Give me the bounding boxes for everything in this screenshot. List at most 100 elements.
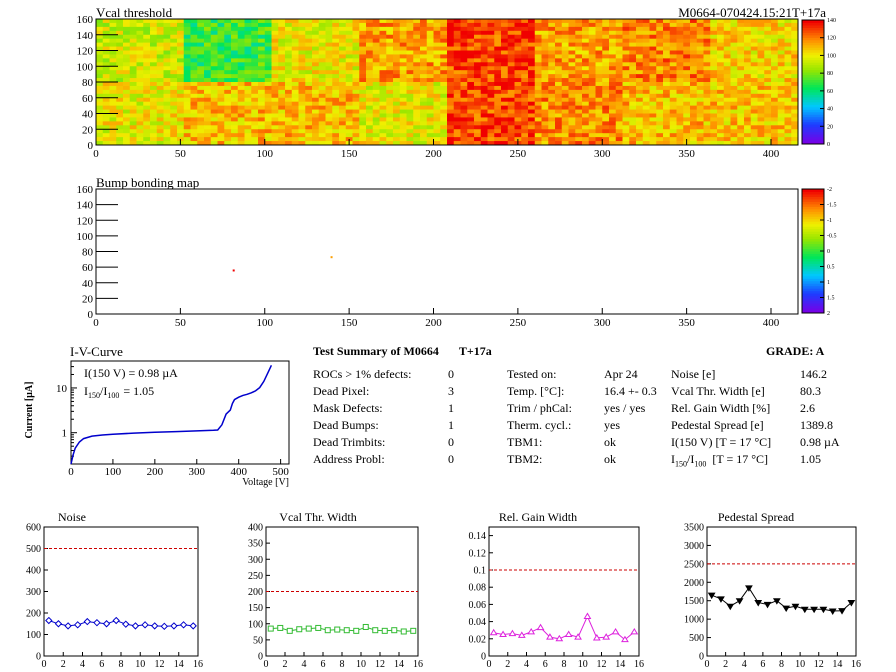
vcal-cell <box>440 34 448 40</box>
vcal-cell <box>683 66 691 71</box>
vcal-cell <box>514 121 522 126</box>
series-line <box>48 619 194 627</box>
vcal-cell <box>345 62 353 67</box>
vcal-cell <box>575 19 583 24</box>
vcal-cell <box>622 137 630 142</box>
vcal-cell <box>150 42 158 47</box>
vcal-cell <box>467 141 475 146</box>
vcal-cell <box>237 66 245 71</box>
vcal-cell <box>217 50 225 55</box>
x-tick-label: 6 <box>99 659 104 670</box>
vcal-cell <box>750 78 758 83</box>
vcal-cell <box>244 85 252 91</box>
vcal-cell <box>352 62 360 67</box>
vcal-cell <box>325 109 333 114</box>
vcal-cell <box>183 101 191 107</box>
data-point <box>791 603 800 611</box>
vcal-cell <box>123 133 131 138</box>
vcal-cell <box>433 22 441 28</box>
vcal-cell <box>764 129 772 134</box>
vcal-cell <box>123 42 131 47</box>
vcal-cell <box>629 113 637 118</box>
vcal-cell <box>663 42 671 47</box>
vcal-cell <box>561 34 569 40</box>
y-tick-label: 40 <box>82 109 94 121</box>
vcal-cell <box>433 129 441 134</box>
vcal-cell <box>791 22 799 28</box>
vcal-cell <box>750 141 758 146</box>
vcal-cell <box>231 54 239 59</box>
vcal-cell <box>413 30 421 36</box>
vcal-cell <box>359 46 367 51</box>
vcal-cell <box>696 46 704 51</box>
x-tick-label: 400 <box>763 317 780 329</box>
vcal-cell <box>433 105 441 110</box>
summary-value: 3 <box>448 384 454 398</box>
vcal-cell <box>129 137 137 142</box>
vcal-cell <box>399 19 407 24</box>
vcal-cell <box>676 34 684 40</box>
vcal-cell <box>197 129 205 134</box>
vcal-cell <box>291 121 299 126</box>
vcal-cell <box>636 101 644 107</box>
data-point <box>189 622 197 630</box>
vcal-cell <box>784 105 792 110</box>
vcal-cell <box>96 26 104 32</box>
vcal-cell <box>264 105 272 110</box>
y-tick-label: 3500 <box>684 523 704 534</box>
vcal-cell <box>318 38 326 44</box>
vcal-cell <box>224 34 232 40</box>
vcal-cell <box>359 109 367 114</box>
vcal-cell <box>359 74 367 79</box>
vcal-cell <box>703 82 711 87</box>
vcal-cell <box>332 121 340 126</box>
vcal-cell <box>669 113 677 118</box>
vcal-cell <box>575 38 583 44</box>
vcal-cell <box>737 113 745 118</box>
vcal-cell <box>399 46 407 51</box>
vcal-cell <box>271 113 279 118</box>
vcal-cell <box>588 70 596 75</box>
vcal-cell <box>710 50 718 55</box>
vcal-cell <box>318 42 326 47</box>
vcal-cell <box>332 62 340 67</box>
vcal-cell <box>143 129 151 134</box>
vcal-cell <box>116 66 124 71</box>
vcal-cell <box>177 97 185 103</box>
vcal-cell <box>312 85 320 91</box>
vcal-cell <box>285 19 293 24</box>
vcal-cell <box>420 30 428 36</box>
vcal-cell <box>291 42 299 47</box>
data-point <box>564 630 573 637</box>
vcal-cell <box>366 42 374 47</box>
vcal-cell <box>791 42 799 47</box>
vcal-cell <box>291 109 299 114</box>
vcal-cell <box>568 82 576 87</box>
vcal-cell <box>298 85 306 91</box>
vcal-cell <box>183 19 191 24</box>
vcal-cell <box>642 50 650 55</box>
summary-label: Dead Trimbits: <box>313 435 386 449</box>
vcal-cell <box>318 82 326 87</box>
vcal-cell <box>197 70 205 75</box>
vcal-cell <box>771 42 779 47</box>
data-point <box>782 605 791 613</box>
vcal-cell <box>413 22 421 28</box>
vcal-cell <box>102 38 110 44</box>
vcal-cell <box>406 137 414 142</box>
vcal-cell <box>663 30 671 36</box>
vcal-cell <box>386 30 394 36</box>
vcal-cell <box>177 46 185 51</box>
vcal-cell <box>318 89 326 95</box>
vcal-cell <box>595 117 603 122</box>
vcal-cell <box>615 74 623 79</box>
vcal-cell <box>129 97 137 103</box>
vcal-cell <box>278 97 286 103</box>
vcal-cell <box>163 42 171 47</box>
vcal-cell <box>190 89 198 95</box>
y-tick-label: 0.14 <box>469 531 487 542</box>
summary-value: 1389.8 <box>800 418 833 432</box>
vcal-cell <box>717 22 725 28</box>
vcal-cell <box>676 38 684 44</box>
vcal-cell <box>278 70 286 75</box>
